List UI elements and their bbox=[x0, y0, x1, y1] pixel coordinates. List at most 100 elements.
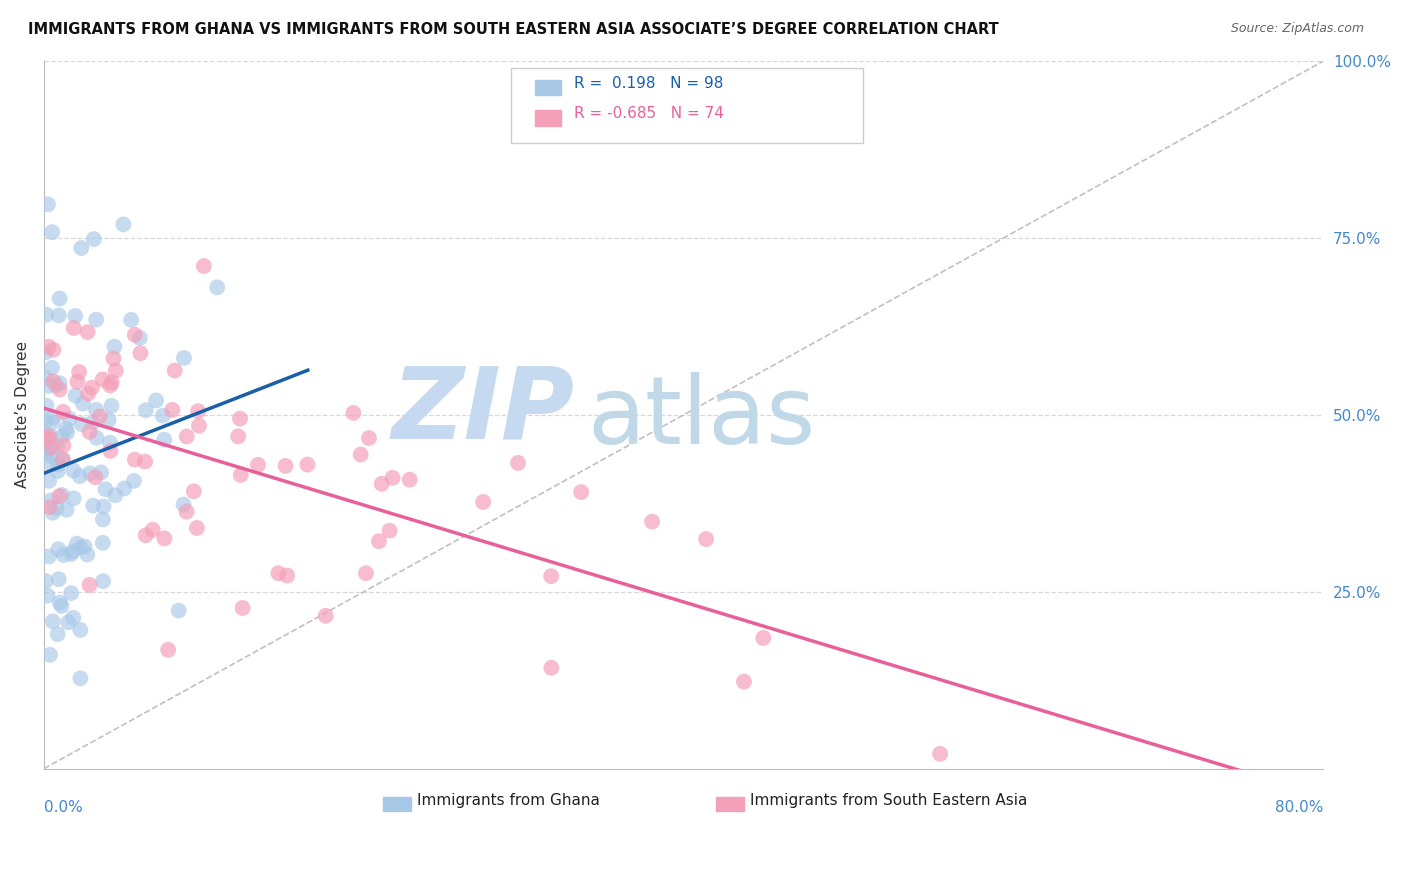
Point bbox=[398, 473, 420, 487]
Point bbox=[72, 397, 94, 411]
Point bbox=[42, 614, 65, 628]
Point bbox=[55, 503, 77, 517]
Text: Immigrants from South Eastern Asia: Immigrants from South Eastern Asia bbox=[751, 793, 1028, 807]
Point bbox=[349, 448, 371, 462]
Bar bbox=[536, 79, 561, 95]
Point bbox=[48, 572, 70, 586]
Point bbox=[276, 568, 298, 582]
Point bbox=[186, 521, 208, 535]
Point bbox=[232, 601, 254, 615]
Point bbox=[176, 505, 198, 519]
Point bbox=[163, 363, 186, 377]
Bar bbox=[382, 797, 411, 811]
Point bbox=[145, 393, 167, 408]
Point bbox=[100, 399, 122, 413]
Point bbox=[69, 623, 91, 637]
Point bbox=[35, 442, 58, 457]
Point bbox=[55, 422, 77, 436]
Point bbox=[188, 418, 211, 433]
Point bbox=[135, 528, 157, 542]
Point bbox=[229, 411, 252, 425]
Point bbox=[52, 453, 75, 467]
Point bbox=[46, 464, 69, 478]
Point bbox=[176, 429, 198, 443]
Text: 80.0%: 80.0% bbox=[1275, 800, 1323, 815]
Point bbox=[37, 589, 59, 603]
Point bbox=[41, 441, 63, 455]
Point bbox=[69, 469, 91, 483]
Point bbox=[38, 429, 60, 443]
Text: R =  0.198   N = 98: R = 0.198 N = 98 bbox=[574, 76, 723, 91]
Point bbox=[128, 331, 150, 345]
Point bbox=[733, 674, 755, 689]
Point bbox=[65, 389, 87, 403]
Point bbox=[91, 372, 114, 386]
Point bbox=[506, 456, 529, 470]
Point bbox=[100, 376, 122, 390]
Point bbox=[34, 370, 56, 384]
Point bbox=[37, 197, 59, 211]
Point bbox=[79, 578, 101, 592]
Point bbox=[122, 474, 145, 488]
Point bbox=[80, 381, 103, 395]
Point bbox=[58, 411, 80, 425]
Point bbox=[38, 474, 60, 488]
Point bbox=[35, 427, 58, 442]
Text: Source: ZipAtlas.com: Source: ZipAtlas.com bbox=[1230, 22, 1364, 36]
Point bbox=[34, 414, 56, 428]
Point bbox=[152, 409, 174, 423]
Point bbox=[48, 489, 70, 503]
Point bbox=[51, 599, 73, 613]
Point bbox=[38, 441, 60, 455]
Point bbox=[371, 476, 394, 491]
Point bbox=[62, 321, 84, 335]
Point bbox=[381, 471, 404, 485]
Point bbox=[69, 672, 91, 686]
Point bbox=[66, 536, 89, 550]
Point bbox=[52, 548, 75, 562]
Point bbox=[124, 452, 146, 467]
Point bbox=[752, 631, 775, 645]
Point bbox=[226, 429, 249, 443]
Point bbox=[246, 458, 269, 472]
Point bbox=[39, 648, 62, 662]
Point bbox=[39, 500, 62, 515]
Point bbox=[48, 376, 70, 391]
Point bbox=[274, 458, 297, 473]
Bar bbox=[716, 797, 744, 811]
Point bbox=[70, 417, 93, 432]
Point bbox=[357, 431, 380, 445]
Point bbox=[41, 449, 63, 463]
Point bbox=[41, 415, 63, 429]
Point bbox=[162, 402, 184, 417]
Text: atlas: atlas bbox=[588, 373, 815, 465]
Point bbox=[193, 259, 215, 273]
Point bbox=[48, 383, 70, 397]
Y-axis label: Associate’s Degree: Associate’s Degree bbox=[15, 342, 30, 489]
Point bbox=[56, 425, 79, 440]
Point bbox=[73, 540, 96, 554]
Point bbox=[135, 403, 157, 417]
Point bbox=[51, 488, 73, 502]
Point bbox=[173, 498, 195, 512]
Point bbox=[368, 534, 391, 549]
Point bbox=[153, 433, 176, 447]
Point bbox=[48, 309, 70, 323]
Point bbox=[35, 445, 58, 459]
Point bbox=[84, 312, 107, 326]
Point bbox=[84, 470, 107, 484]
Point bbox=[120, 313, 142, 327]
Point bbox=[35, 399, 58, 413]
Point bbox=[48, 542, 70, 557]
Text: R = -0.685   N = 74: R = -0.685 N = 74 bbox=[574, 106, 724, 121]
Point bbox=[695, 532, 717, 546]
Point bbox=[124, 327, 146, 342]
Point bbox=[91, 536, 114, 550]
Point bbox=[342, 406, 364, 420]
Point bbox=[60, 586, 83, 600]
Point bbox=[62, 544, 84, 558]
Point bbox=[90, 466, 112, 480]
Point bbox=[76, 325, 98, 339]
Point bbox=[134, 454, 156, 468]
Point bbox=[89, 409, 111, 424]
